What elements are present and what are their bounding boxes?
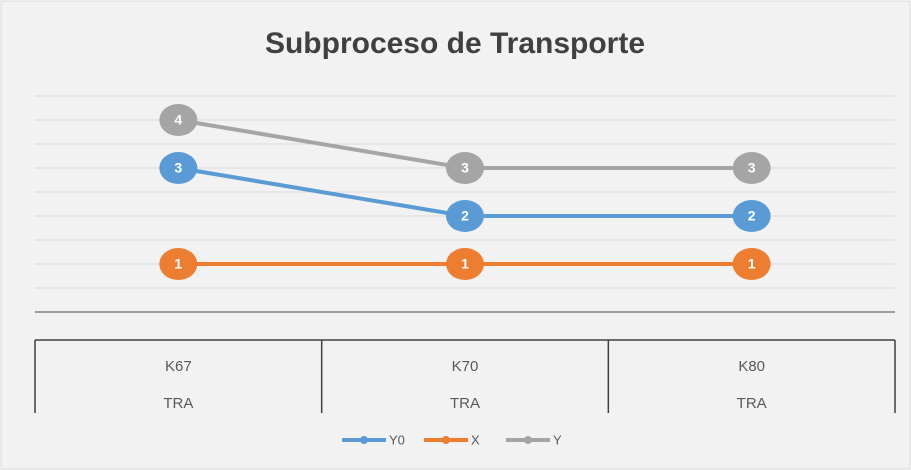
data-point	[732, 248, 771, 280]
data-point	[159, 104, 198, 136]
data-point	[446, 152, 484, 184]
data-label: 1	[174, 256, 182, 272]
x-tick-label: K80	[738, 358, 765, 375]
legend-marker	[442, 436, 450, 444]
data-point	[732, 152, 771, 184]
x-group-label: TRA	[450, 395, 480, 412]
data-point	[446, 200, 484, 232]
data-point	[732, 200, 771, 232]
data-label: 1	[461, 256, 469, 272]
data-label: 2	[748, 208, 756, 224]
x-group-label: TRA	[163, 395, 193, 412]
legend-label: Y	[553, 432, 562, 447]
x-group-label: TRA	[737, 395, 767, 412]
data-point	[159, 152, 198, 184]
data-label: 1	[748, 256, 756, 272]
legend-label: X	[471, 432, 480, 447]
data-label: 3	[174, 160, 182, 176]
data-label: 3	[748, 160, 756, 176]
legend-marker	[360, 436, 368, 444]
data-point	[446, 248, 484, 280]
data-point	[159, 248, 198, 280]
legend-label: Y0	[389, 432, 405, 447]
x-tick-label: K67	[165, 358, 192, 375]
legend-marker	[524, 436, 532, 444]
data-label: 2	[461, 208, 469, 224]
data-label: 3	[461, 160, 469, 176]
data-label: 4	[174, 112, 182, 128]
chart-title: Subproceso de Transporte	[265, 27, 645, 60]
x-tick-label: K70	[452, 358, 479, 375]
